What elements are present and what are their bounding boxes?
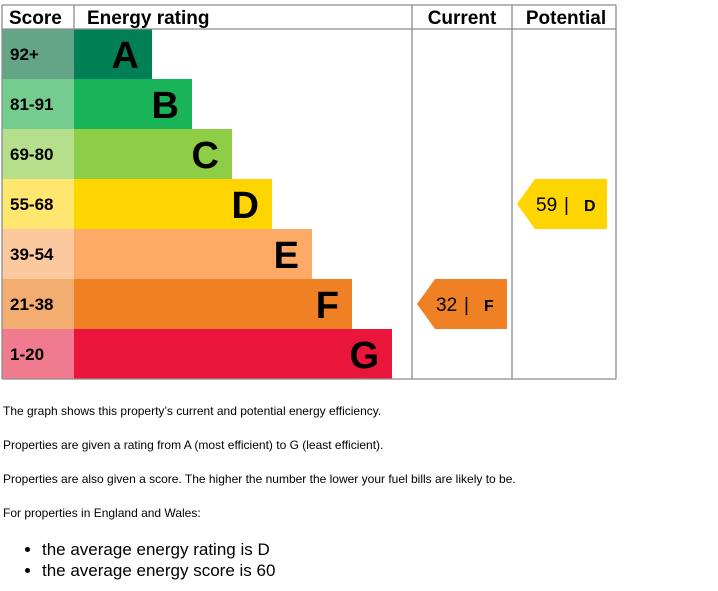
average-score-item: the average energy score is 60	[42, 560, 275, 581]
potential-rating-letter: D	[584, 198, 596, 215]
band-bar-e	[74, 229, 312, 279]
current-rating-letter: F	[484, 298, 494, 315]
score-label-d: 55-68	[10, 195, 53, 214]
score-cell-a	[2, 29, 74, 79]
score-label-f: 21-38	[10, 295, 53, 314]
score-label-c: 69-80	[10, 145, 53, 164]
description-line-3: Properties are also given a score. The h…	[3, 472, 516, 486]
potential-rating-separator: |	[564, 195, 569, 216]
header-potential: Potential	[526, 8, 606, 29]
band-letter-c: C	[192, 135, 219, 177]
band-bar-g	[74, 329, 392, 379]
score-label-g: 1-20	[10, 345, 44, 364]
current-rating-separator: |	[464, 295, 469, 316]
score-label-a: 92+	[10, 45, 39, 64]
current-rating-arrow	[417, 279, 507, 329]
band-bar-f	[74, 279, 352, 329]
band-letter-e: E	[274, 235, 299, 277]
band-letter-d: D	[232, 185, 259, 227]
score-cell-c	[2, 129, 74, 179]
band-letter-f: F	[316, 285, 339, 327]
score-cell-b	[2, 79, 74, 129]
description-line-2: Properties are given a rating from A (mo…	[3, 438, 384, 452]
score-cell-g	[2, 329, 74, 379]
score-cell-f	[2, 279, 74, 329]
band-letter-a: A	[112, 35, 139, 77]
band-letter-g: G	[349, 335, 379, 377]
epc-chart: Score Energy rating Current Potential 92…	[1, 4, 617, 380]
score-cell-e	[2, 229, 74, 279]
current-rating-score: 32	[436, 295, 457, 316]
score-cell-d	[2, 179, 74, 229]
chart-gridlines	[1, 4, 617, 380]
header-energy-rating: Energy rating	[87, 8, 209, 29]
band-letter-b: B	[152, 85, 179, 127]
rating-bands: 92+ A 81-91 B 69-80 C 55-68 D 39-54 E 21-38 F 1-20 G	[2, 29, 392, 379]
band-bar-c	[74, 129, 232, 179]
score-label-b: 81-91	[10, 95, 53, 114]
band-bar-a	[74, 29, 152, 79]
potential-rating-score: 59	[536, 195, 557, 216]
average-list: the average energy rating is D the avera…	[22, 539, 275, 581]
average-rating-item: the average energy rating is D	[42, 539, 275, 560]
description-line-1: The graph shows this property’s current …	[3, 404, 382, 418]
band-bar-b	[74, 79, 192, 129]
header-current: Current	[428, 8, 497, 29]
potential-rating-arrow	[517, 179, 607, 229]
rating-indicators: 32 | F 59 | D	[417, 179, 607, 329]
score-label-e: 39-54	[10, 245, 54, 264]
header-score: Score	[9, 8, 62, 29]
description-line-4: For properties in England and Wales:	[3, 506, 201, 520]
band-bar-d	[74, 179, 272, 229]
